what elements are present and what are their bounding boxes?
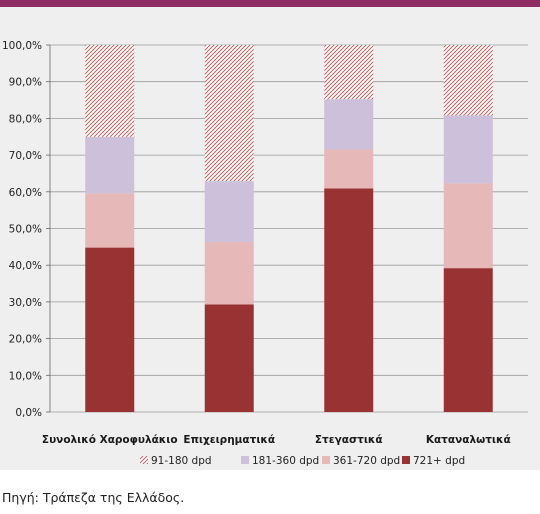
y-tick-label: 30,0% (9, 297, 42, 309)
legend-label: 91-180 dpd (151, 455, 212, 467)
legend-label: 721+ dpd (413, 455, 465, 467)
legend-swatch (241, 456, 249, 464)
legend: 91-180 dpd 181-360 dpd 361-720 dpd 721+ dpd (140, 455, 465, 467)
bars (85, 45, 493, 412)
y-tick-label: 100,0% (2, 40, 42, 52)
y-axis-ticks: 0,0% 10,0% 20,0% 30,0% 40,0% 50,0% 60,0% 70,0% 8… (2, 40, 50, 419)
chart-panel: 0,0% 10,0% 20,0% 30,0% 40,0% 50,0% 60,0% 70,0% 8… (0, 7, 540, 470)
bar-segment (324, 188, 374, 412)
legend-label: 181-360 dpd (252, 455, 319, 467)
y-tick-label: 70,0% (9, 150, 42, 162)
bar-segment (443, 183, 493, 269)
x-category-label: Συνολικό Χαροφυλάκιο (42, 434, 178, 446)
source-note: Πηγή: Τράπεζα της Ελλάδος. (2, 490, 185, 505)
legend-label: 361-720 dpd (333, 455, 400, 467)
top-accent-bar (0, 0, 540, 7)
legend-swatch (322, 456, 330, 464)
bar-segment (324, 45, 374, 100)
bar-segment (204, 45, 254, 182)
legend-swatch (140, 456, 148, 464)
y-tick-label: 10,0% (9, 370, 42, 382)
y-tick-label: 80,0% (9, 113, 42, 125)
bar-segment (443, 268, 493, 412)
legend-swatch (402, 456, 410, 464)
bar-segment (324, 99, 374, 150)
bar-segment (204, 181, 254, 243)
bar-segment (85, 247, 135, 412)
y-tick-label: 60,0% (9, 187, 42, 199)
bar-segment (85, 136, 135, 194)
bar-segment (85, 193, 135, 248)
y-tick-label: 40,0% (9, 260, 42, 272)
bar-segment (85, 45, 135, 137)
bar-segment (443, 115, 493, 184)
x-axis-labels: Συνολικό Χαροφυλάκιο Επιχειρηματικά Στεγασ… (42, 434, 511, 446)
y-tick-label: 0,0% (15, 407, 42, 419)
bar-segment (204, 304, 254, 412)
y-tick-label: 50,0% (9, 224, 42, 236)
bar-segment (443, 45, 493, 116)
bar-segment (204, 242, 254, 305)
x-category-label: Στεγαστικά (315, 434, 383, 446)
bar-segment (324, 149, 374, 189)
x-category-label: Επιχειρηματικά (183, 434, 275, 446)
y-tick-label: 90,0% (9, 77, 42, 89)
y-tick-label: 20,0% (9, 334, 42, 346)
stacked-bar-chart: 0,0% 10,0% 20,0% 30,0% 40,0% 50,0% 60,0% 70,0% 8… (2, 40, 528, 467)
x-category-label: Καταναλωτικά (426, 434, 511, 446)
